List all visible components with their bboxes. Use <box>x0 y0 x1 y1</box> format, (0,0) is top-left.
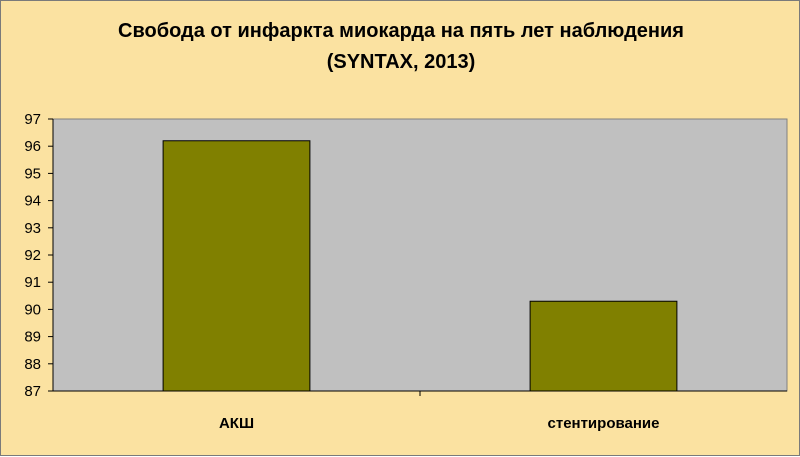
bar <box>529 300 678 392</box>
chart-subtitle: (SYNTAX, 2013) <box>327 51 476 73</box>
y-tick-label: 94 <box>24 193 41 210</box>
chart-title: Свобода от инфаркта миокарда на пять лет… <box>118 20 684 42</box>
bar <box>162 140 311 392</box>
x-category-label: стентирование <box>548 415 660 432</box>
y-tick-label: 89 <box>24 329 41 346</box>
plot-area: 87 88 89 90 91 92 93 94 95 96 97 АКШ стентирование <box>24 111 788 432</box>
y-tick-label: 93 <box>24 220 41 237</box>
y-tick-label: 97 <box>24 111 41 128</box>
y-tick-label: 92 <box>24 247 41 264</box>
y-tick-label: 91 <box>24 274 41 291</box>
y-tick-label: 90 <box>24 301 41 318</box>
y-tick-label: 96 <box>24 138 41 155</box>
y-tick-label: 87 <box>24 383 41 400</box>
y-tick-label: 88 <box>24 356 41 373</box>
x-category-label: АКШ <box>219 415 254 432</box>
y-tick-label: 95 <box>24 165 41 182</box>
